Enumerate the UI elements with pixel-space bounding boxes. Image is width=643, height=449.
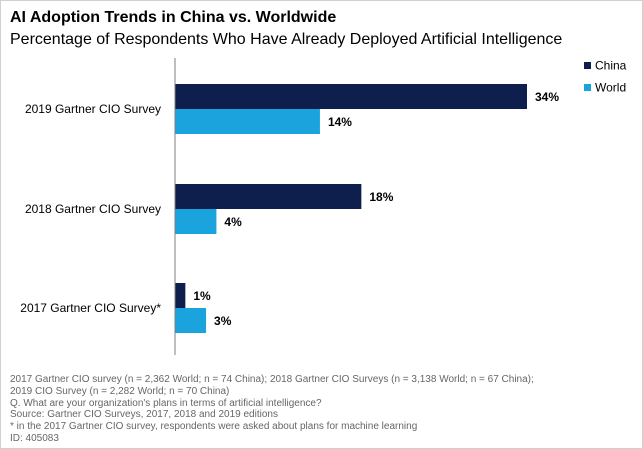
bar-world bbox=[175, 209, 217, 234]
note-source: Source: Gartner CIO Surveys, 2017, 2018 … bbox=[10, 409, 278, 421]
category-label: 2018 Gartner CIO Survey bbox=[25, 202, 161, 216]
legend-swatch-world bbox=[584, 84, 591, 91]
note-footnote: * in the 2017 Gartner CIO survey, respon… bbox=[10, 421, 418, 433]
chart-subtitle: Percentage of Respondents Who Have Alrea… bbox=[10, 31, 563, 48]
category-label: 2019 Gartner CIO Survey bbox=[25, 102, 161, 116]
data-label-world: 4% bbox=[224, 215, 242, 229]
legend-label-china: China bbox=[595, 59, 627, 73]
legend-swatch-china bbox=[584, 62, 591, 69]
bar-china bbox=[175, 283, 186, 308]
note-sample-sizes: 2017 Gartner CIO survey (n = 2,362 World… bbox=[10, 374, 534, 385]
bar-china bbox=[175, 184, 362, 209]
note-question: Q. What are your organization's plans in… bbox=[10, 397, 322, 409]
category-label: 2017 Gartner CIO Survey* bbox=[20, 301, 161, 315]
bar-world bbox=[175, 109, 320, 134]
note-id: ID: 405083 bbox=[10, 432, 59, 444]
data-label-world: 14% bbox=[328, 115, 352, 129]
data-label-china: 1% bbox=[193, 289, 211, 303]
bar-china bbox=[175, 84, 527, 109]
data-label-world: 3% bbox=[214, 314, 232, 328]
chart-notes: 2017 Gartner CIO survey (n = 2,362 World… bbox=[10, 374, 534, 445]
data-label-china: 34% bbox=[535, 90, 559, 104]
bar-world bbox=[175, 308, 207, 333]
legend-label-world: World bbox=[595, 81, 626, 95]
note-sample-sizes-2019: 2019 CIO Survey (n = 2,282 World; n = 70… bbox=[10, 385, 230, 397]
chart-title: AI Adoption Trends in China vs. Worldwid… bbox=[10, 9, 337, 26]
data-label-china: 18% bbox=[369, 190, 393, 204]
